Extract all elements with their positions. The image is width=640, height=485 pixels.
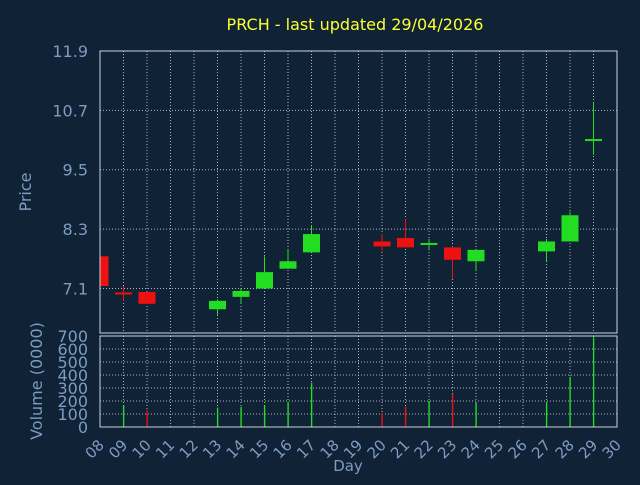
candle-body — [279, 261, 297, 269]
candle-body — [585, 139, 602, 142]
price-axis-label: Price — [16, 172, 35, 211]
price-tick-label: 9.5 — [63, 161, 88, 180]
price-tick-label: 11.9 — [52, 42, 88, 61]
candle-body — [444, 247, 461, 260]
candlestick-series — [99, 102, 602, 316]
volume-tick-label: 300 — [57, 379, 88, 398]
volume-tick-label: 500 — [57, 353, 88, 372]
volume-bar — [263, 404, 266, 427]
candle-body — [373, 241, 391, 247]
volume-tick-label: 0 — [78, 418, 88, 437]
candle-body — [303, 234, 320, 253]
volume-tick-label: 200 — [57, 392, 88, 411]
volume-bar — [569, 376, 571, 427]
price-tick-label: 7.1 — [63, 279, 88, 298]
volume-bar — [146, 410, 148, 427]
candle-body — [256, 272, 273, 289]
volume-tick-label: 400 — [57, 366, 88, 385]
candle-body — [561, 215, 579, 242]
day-tick-labels: 0809101112131415161718192021222324252627… — [82, 436, 625, 462]
candle-body — [467, 249, 485, 262]
candle-body — [538, 241, 555, 252]
candle-body — [397, 238, 414, 248]
volume-bar — [216, 407, 219, 427]
volume-bar — [381, 413, 383, 427]
volume-axis-label: Volume (0000) — [27, 322, 46, 440]
volume-bar — [475, 402, 477, 427]
day-axis-label: Day — [333, 457, 363, 475]
price-grid — [100, 51, 617, 333]
volume-bar — [451, 393, 454, 427]
price-tick-label: 8.3 — [63, 220, 88, 239]
chart-title: PRCH - last updated 29/04/2026 — [227, 15, 484, 34]
volume-tick-label: 600 — [57, 340, 88, 359]
volume-bar — [287, 402, 289, 427]
volume-bar — [592, 337, 595, 427]
volume-plot-frame — [99, 335, 618, 428]
volume-bar — [240, 406, 242, 427]
volume-bar — [310, 382, 313, 427]
candle-body — [138, 291, 156, 304]
candle-body — [100, 256, 109, 286]
price-tick-labels: 11.9 10.7 9.5 8.3 7.1 — [52, 42, 88, 298]
volume-bar — [545, 401, 548, 427]
candle-body — [115, 292, 132, 295]
volume-tick-label: 700 — [57, 327, 88, 346]
volume-bar — [428, 401, 430, 427]
volume-bar — [404, 406, 407, 427]
candle-body — [232, 290, 250, 297]
price-plot-frame — [99, 50, 618, 334]
candle-body — [420, 242, 438, 245]
volume-series — [122, 337, 595, 427]
volume-tick-label: 100 — [57, 405, 88, 424]
candle-body — [209, 300, 226, 310]
volume-bar — [122, 404, 125, 427]
price-tick-label: 10.7 — [52, 101, 88, 120]
